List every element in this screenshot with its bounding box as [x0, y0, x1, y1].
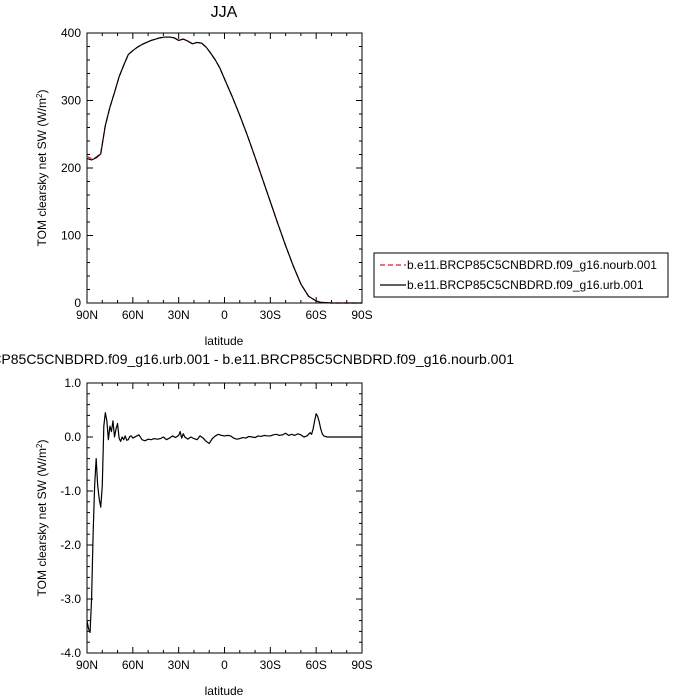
- bottom-y-axis-label-main: TOM clearsky net SW (W/m: [35, 448, 49, 596]
- top-y-tick-label: 200: [61, 161, 81, 175]
- bottom-series-line-0: [86, 412, 362, 634]
- bottom-x-tick-label: 90N: [76, 658, 98, 672]
- bottom-x-tick-label: 60S: [305, 658, 326, 672]
- top-y-tick-label: 100: [61, 229, 81, 243]
- bottom-x-tick-label: 90S: [351, 658, 372, 672]
- top-legend: b.e11.BRCP85C5CNBDRD.f09_g16.nourb.001 b…: [373, 252, 669, 298]
- top-x-tick-label: 60N: [122, 308, 144, 322]
- bottom-plot-frame: [86, 382, 363, 654]
- top-panel: JJA 90N 60N 30N 0 30S 60S 90S 0 100 200 300 400 lat…: [35, 4, 669, 348]
- bottom-x-tick-label: 30N: [168, 658, 190, 672]
- top-x-tick-label: 30S: [260, 308, 281, 322]
- top-y-axis-label: TOM clearsky net SW (W/m2): [35, 90, 50, 247]
- top-x-tick-label: 60S: [305, 308, 326, 322]
- top-y-tick-label: 300: [61, 94, 81, 108]
- legend-label-nourb: b.e11.BRCP85C5CNBDRD.f09_g16.nourb.001: [407, 258, 657, 272]
- top-series-line-0: [86, 36, 362, 304]
- bottom-y-axis-label: TOM clearsky net SW (W/m2): [35, 440, 50, 597]
- top-plot-frame: [86, 32, 363, 304]
- bottom-y-tick-label: 0.0: [64, 430, 81, 444]
- bottom-panel: b.e11.BRCP85C5CNBDRD.f09_g16.urb.001 - b…: [0, 351, 514, 698]
- top-y-tick-label: 400: [61, 26, 81, 40]
- bottom-y-tick-label: 1.0: [64, 376, 81, 390]
- top-x-tick-label: 30N: [168, 308, 190, 322]
- top-series-line-1: [86, 36, 362, 304]
- bottom-plot-area: 90N 60N 30N 0 30S 60S 90S -4.0 -3.0 -2.0 -1.0 0.0 1.…: [60, 376, 372, 672]
- bottom-x-axis-label: latitude: [205, 684, 244, 698]
- bottom-y-tick-label: -4.0: [60, 646, 81, 660]
- bottom-y-axis-label-superscript: 2: [35, 443, 44, 448]
- top-y-axis-label-superscript: 2: [35, 93, 44, 98]
- top-chart-title: JJA: [211, 4, 238, 21]
- top-y-tick-label: 0: [74, 296, 81, 310]
- bottom-y-axis-label-tail: ): [35, 440, 49, 444]
- bottom-x-tick-label: 0: [221, 658, 228, 672]
- legend-frame: [373, 252, 669, 298]
- legend-label-urb: b.e11.BRCP85C5CNBDRD.f09_g16.urb.001: [407, 278, 644, 292]
- top-x-tick-label: 90S: [351, 308, 372, 322]
- top-x-tick-label: 90N: [76, 308, 98, 322]
- top-y-axis-label-tail: ): [35, 90, 49, 94]
- bottom-y-tick-label: -1.0: [60, 484, 81, 498]
- top-y-axis-label-main: TOM clearsky net SW (W/m: [35, 98, 49, 246]
- bottom-chart-title: b.e11.BRCP85C5CNBDRD.f09_g16.urb.001 - b…: [0, 351, 514, 367]
- top-plot-area: 90N 60N 30N 0 30S 60S 90S 0 100 200 300 400: [61, 26, 373, 322]
- bottom-x-tick-label: 60N: [122, 658, 144, 672]
- bottom-y-tick-label: -2.0: [60, 538, 81, 552]
- top-x-tick-label: 0: [221, 308, 228, 322]
- bottom-y-tick-label: -3.0: [60, 592, 81, 606]
- bottom-x-tick-label: 30S: [260, 658, 281, 672]
- top-x-axis-label: latitude: [205, 334, 244, 348]
